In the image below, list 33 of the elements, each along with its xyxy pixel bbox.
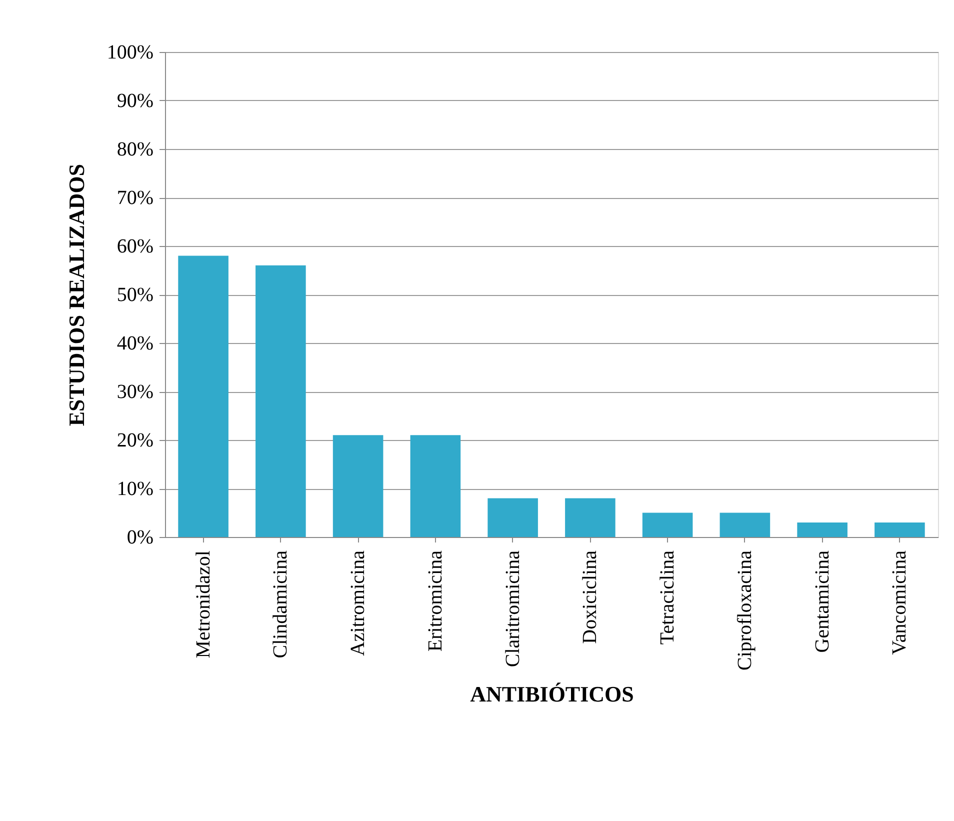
y-tick-label: 50% — [116, 284, 154, 306]
y-tick-label: 20% — [116, 430, 154, 452]
x-tick-label: Vancomicina — [888, 550, 911, 655]
bar — [720, 512, 770, 537]
x-tick-label: Ciprofloxacina — [734, 550, 756, 670]
bar — [797, 522, 848, 537]
bar — [332, 435, 384, 537]
bar — [642, 512, 693, 537]
x-tick-label: Tetraciclina — [656, 550, 679, 645]
x-tick-label: Azitromicina — [347, 550, 370, 656]
y-tick-label: 70% — [116, 187, 154, 209]
y-axis-title: ESTUDIOS REALIZADOS — [64, 164, 89, 426]
x-tick-label: Metronidazol — [192, 550, 214, 658]
x-tick-label: Clindamicina — [270, 550, 292, 658]
x-tick-label: Eritromicina — [424, 550, 446, 652]
bar — [256, 265, 306, 537]
y-tick-label: 10% — [116, 478, 154, 500]
bar — [565, 498, 616, 537]
bar — [410, 435, 461, 537]
x-tick-label: Doxiciclina — [579, 550, 602, 644]
x-tick-label: Gentamicina — [811, 550, 834, 653]
bar — [488, 498, 538, 537]
y-tick-label: 60% — [116, 236, 154, 258]
x-tick-label: Claritromicina — [502, 550, 524, 668]
y-tick-label: 0% — [126, 526, 154, 548]
y-tick-label: 80% — [116, 138, 154, 160]
y-tick-label: 90% — [116, 90, 154, 112]
y-tick-label: 30% — [116, 381, 154, 403]
bar — [178, 256, 228, 537]
y-tick-label: 40% — [116, 332, 154, 354]
x-axis-title: ANTIBIÓTICOS — [470, 681, 634, 706]
bar — [874, 522, 925, 537]
y-tick-label: 100% — [106, 42, 154, 64]
